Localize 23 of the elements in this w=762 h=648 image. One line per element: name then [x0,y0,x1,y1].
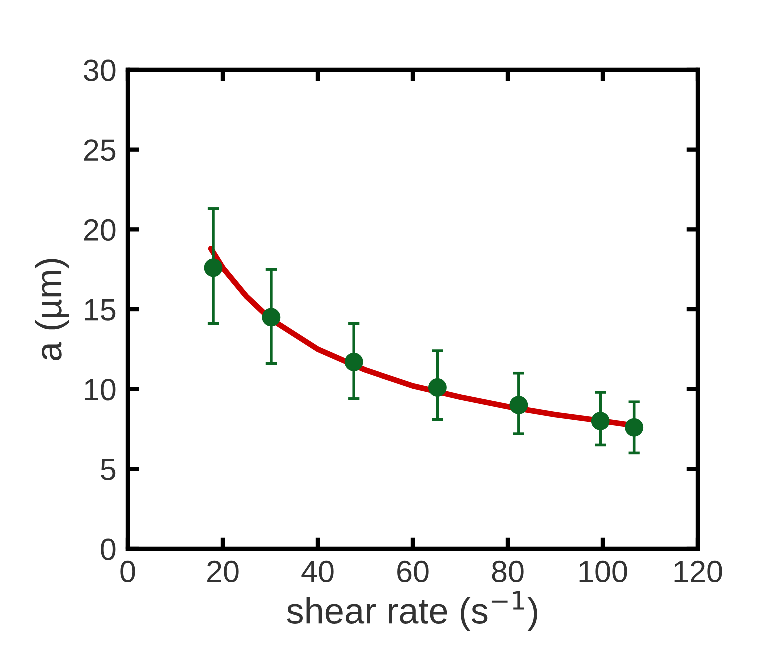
x-tick-label: 60 [398,560,429,583]
y-tick-label: 15 [85,300,116,321]
point [204,258,223,278]
y-tick-label: 30 [84,60,116,82]
y-tick-label: 5 [101,459,116,481]
y-tick-label: 20 [84,219,116,242]
point [344,352,364,372]
y-tick-label: 10 [85,379,116,401]
point [262,308,281,327]
y-tick-label: 0 [101,538,116,560]
point [510,396,528,414]
point [428,378,447,397]
x-tick-label: 120 [674,560,722,583]
x-tick-label: 80 [492,560,524,583]
point [625,418,644,437]
x-tick-label: 0 [120,560,136,583]
y-axis-title: a (µm) [35,259,70,360]
x-tick-label: 40 [302,560,334,583]
point [591,412,610,430]
x-tick-label: 100 [580,560,628,583]
x-tick-label: 20 [208,560,239,583]
x-axis-title: shear rate (s$^{−1}$) [287,591,538,632]
y-tick-label: 25 [84,140,116,162]
